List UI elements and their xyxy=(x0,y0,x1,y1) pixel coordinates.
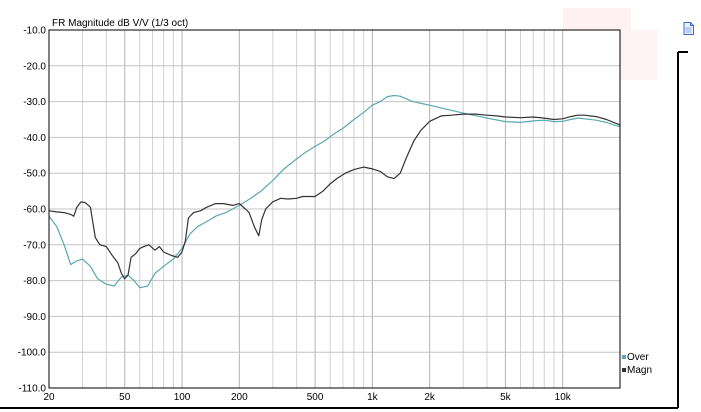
y-tick-label: -20.0 xyxy=(23,61,46,72)
y-tick-label: -70.0 xyxy=(23,240,46,251)
legend: Over Magn xyxy=(622,352,652,376)
legend-swatch-over xyxy=(622,355,626,359)
grid-lines xyxy=(49,30,620,388)
y-tick-label: -10.0 xyxy=(23,26,46,37)
y-tick-label: -30.0 xyxy=(23,97,46,108)
x-tick-label: 500 xyxy=(307,392,324,403)
chart-title: FR Magnitude dB V/V (1/3 oct) xyxy=(52,18,188,29)
x-tick-label: 100 xyxy=(174,392,191,403)
y-tick-label: -60.0 xyxy=(23,205,46,216)
y-tick-label: -110.0 xyxy=(18,384,46,395)
highlight-box-1 xyxy=(563,8,631,30)
y-tick-label: -40.0 xyxy=(23,133,46,144)
x-tick-label: 5k xyxy=(500,392,512,403)
y-tick-label: -50.0 xyxy=(23,169,46,180)
legend-label-magn: Magn xyxy=(627,365,652,376)
x-tick-label: 10k xyxy=(555,392,572,403)
x-tick-label: 2k xyxy=(424,392,436,403)
x-tick-label: 20 xyxy=(43,392,55,403)
plot-border xyxy=(48,29,621,389)
document-icon[interactable] xyxy=(683,22,694,35)
series-line-over xyxy=(48,94,621,289)
y-axis-labels: -10.0 -20.0 -30.0 -40.0 -50.0 -60.0 -70.0 -80.0… xyxy=(18,26,47,395)
highlight-box-2 xyxy=(617,30,657,80)
x-tick-label: 50 xyxy=(119,392,131,403)
y-tick-label: -90.0 xyxy=(23,312,46,323)
legend-label-over: Over xyxy=(627,352,649,363)
x-axis-labels: 20 50 100 200 500 1k 2k 5k 10k xyxy=(43,392,571,403)
x-tick-label: 200 xyxy=(231,392,248,403)
legend-swatch-magn xyxy=(622,368,626,372)
y-tick-label: -80.0 xyxy=(23,276,46,287)
x-tick-label: 1k xyxy=(367,392,379,403)
y-tick-label: -100.0 xyxy=(18,348,47,359)
series-line-magn xyxy=(48,113,621,280)
series-layer xyxy=(48,94,621,289)
